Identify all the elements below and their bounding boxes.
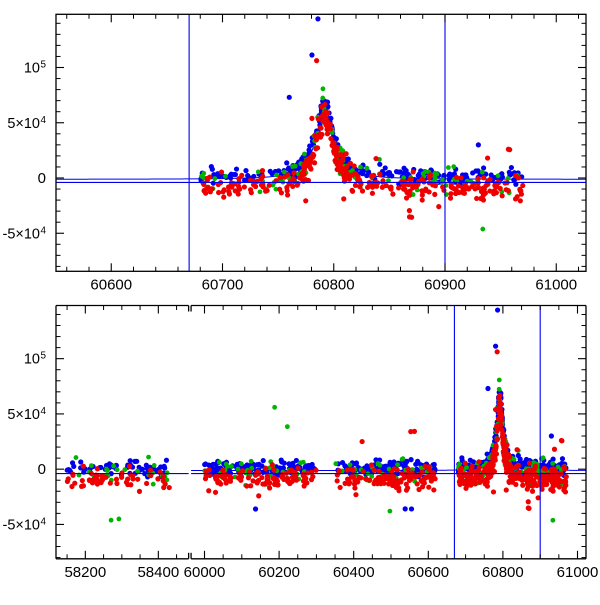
svg-text:58200: 58200	[64, 564, 106, 581]
svg-text:60600: 60600	[90, 276, 132, 293]
svg-text:60900: 60900	[424, 276, 466, 293]
svg-text:61000: 61000	[535, 276, 577, 293]
svg-text:60700: 60700	[202, 276, 244, 293]
svg-text:58400: 58400	[137, 564, 179, 581]
svg-text:60400: 60400	[333, 564, 375, 581]
svg-text:60600: 60600	[407, 564, 449, 581]
svg-text:61000: 61000	[557, 564, 599, 581]
svg-text:-5×104: -5×104	[3, 225, 47, 242]
svg-text:-5×104: -5×104	[3, 516, 47, 533]
svg-text:60200: 60200	[258, 564, 300, 581]
svg-text:0: 0	[38, 170, 46, 187]
svg-text:60800: 60800	[482, 564, 524, 581]
svg-text:60000: 60000	[184, 564, 226, 581]
svg-text:60800: 60800	[313, 276, 355, 293]
svg-text:0: 0	[38, 461, 46, 478]
